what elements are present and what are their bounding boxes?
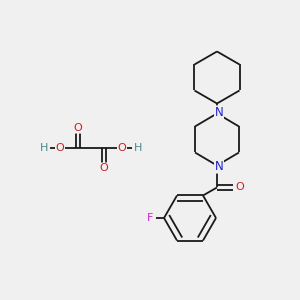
Text: F: F [147,213,153,223]
Text: O: O [100,163,108,173]
Text: H: H [40,143,48,153]
Text: O: O [236,182,244,193]
Text: O: O [74,123,82,133]
Text: O: O [118,143,126,153]
Text: N: N [214,106,224,119]
Text: H: H [134,143,142,153]
Text: O: O [56,143,64,153]
Text: N: N [214,160,224,173]
